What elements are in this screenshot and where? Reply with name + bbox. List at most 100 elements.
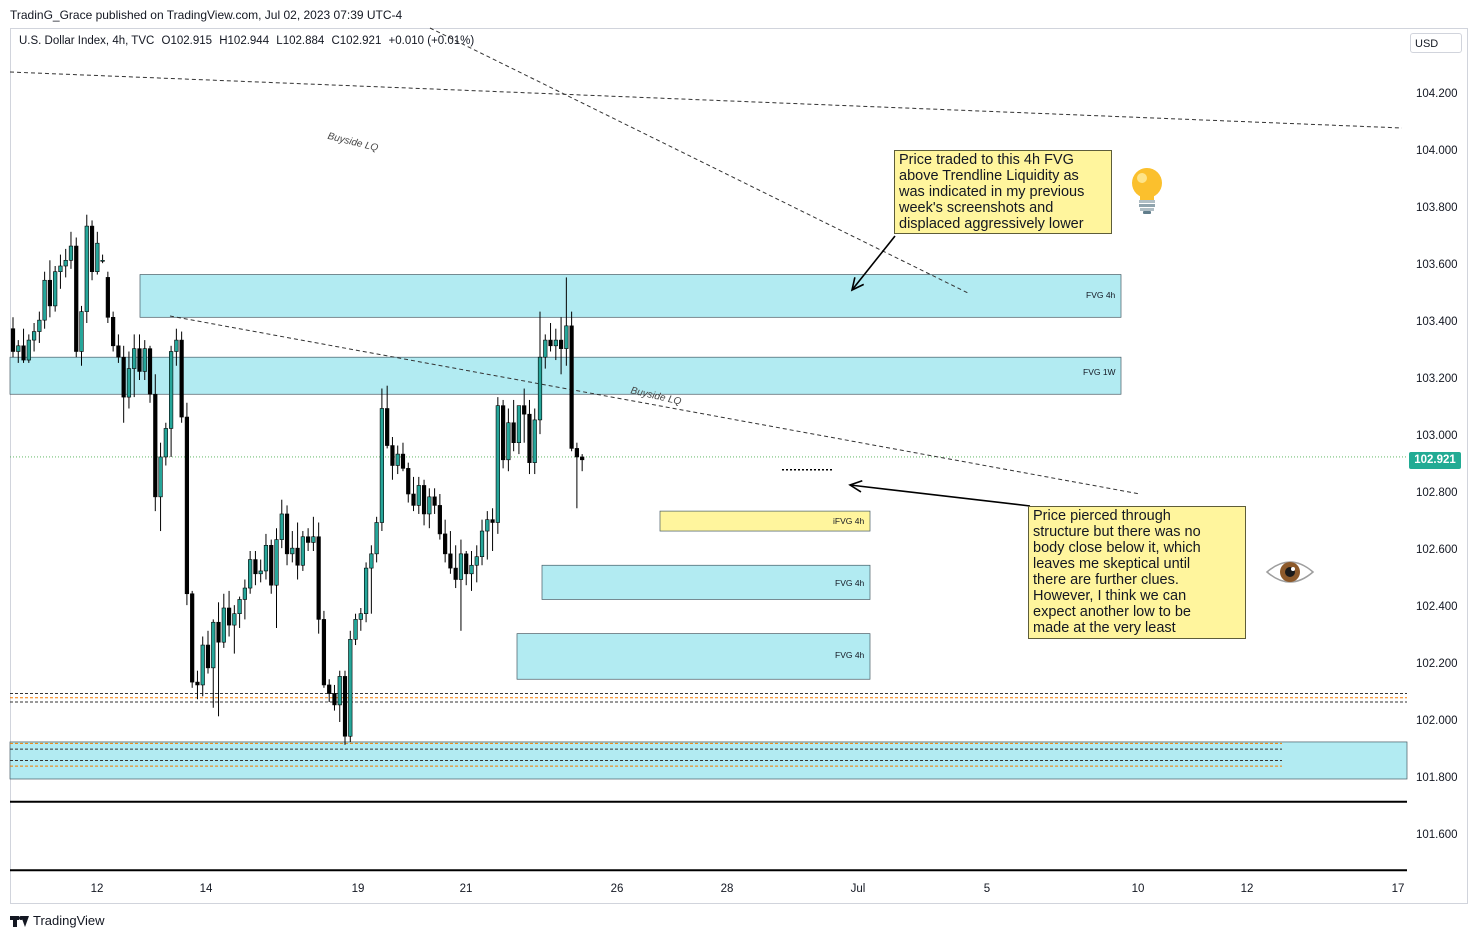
candle[interactable] [363,562,369,623]
candle[interactable] [16,340,21,363]
candle[interactable] [448,531,453,574]
candle[interactable] [501,399,506,469]
candle[interactable] [553,328,558,361]
candle[interactable] [558,317,564,375]
candle[interactable] [327,679,332,703]
candle[interactable] [105,271,110,323]
candle[interactable] [274,528,279,628]
candle[interactable] [348,630,353,742]
candle[interactable] [353,613,358,646]
fvg-zone-2[interactable] [659,510,871,532]
fvg-zone-3[interactable] [541,564,871,600]
candle[interactable] [300,531,305,571]
candle[interactable] [111,311,116,352]
candle[interactable] [216,602,221,717]
candle[interactable] [464,551,469,586]
candle[interactable] [269,539,274,594]
candle[interactable] [516,405,522,455]
candle[interactable] [221,593,226,648]
candle[interactable] [537,311,543,435]
candle[interactable] [443,519,448,563]
candle[interactable] [411,476,416,512]
candle[interactable] [237,596,242,628]
candle[interactable] [205,630,211,674]
candle[interactable] [437,494,442,540]
candle[interactable] [211,619,216,708]
footer-brand[interactable]: TradingView [10,913,105,928]
candle[interactable] [406,462,411,503]
candle[interactable] [427,488,432,529]
candle[interactable] [142,340,147,380]
candle[interactable] [548,323,553,352]
candle[interactable] [321,610,327,688]
candle[interactable] [89,220,95,281]
candle[interactable] [158,442,163,532]
candle[interactable] [400,442,406,472]
arrow-note-bottom[interactable] [848,479,1031,507]
candle[interactable] [153,374,158,512]
candle[interactable] [337,670,342,722]
candle[interactable] [580,454,585,472]
candle[interactable] [416,476,421,514]
fvg-zone-0[interactable] [139,274,1122,318]
candle[interactable] [290,531,295,563]
candle[interactable] [132,334,137,398]
candle[interactable] [495,397,500,534]
candle[interactable] [116,334,121,363]
candle[interactable] [564,277,569,366]
trendline-2[interactable] [169,315,1141,495]
candle[interactable] [379,388,385,532]
candle[interactable] [200,636,205,697]
candle[interactable] [74,237,79,358]
candle[interactable] [10,317,16,358]
candle[interactable] [279,499,284,549]
currency-selector[interactable]: USD [1410,33,1462,53]
candle[interactable] [84,214,89,323]
candle[interactable] [169,345,174,457]
candle[interactable] [21,328,26,363]
candle[interactable] [395,445,400,475]
candle[interactable] [31,323,37,352]
candle[interactable] [506,408,511,472]
candle[interactable] [311,516,316,551]
candle[interactable] [469,551,474,591]
candle[interactable] [306,528,311,551]
candle[interactable] [253,551,258,586]
candle[interactable] [511,399,516,452]
candle[interactable] [316,522,321,634]
candle[interactable] [226,590,232,637]
candle[interactable] [522,388,527,443]
candle[interactable] [42,271,47,329]
candle[interactable] [295,522,300,580]
candle[interactable] [532,408,537,475]
candle[interactable] [126,351,132,409]
symbol-legend[interactable]: U.S. Dollar Index, 4h, TVC O102.915 H102… [19,35,478,47]
candle[interactable] [63,248,68,278]
candle[interactable] [190,590,195,688]
candle[interactable] [195,670,200,700]
candle[interactable] [543,334,548,369]
candle[interactable] [485,511,490,560]
candle[interactable] [527,399,532,475]
candle[interactable] [421,479,427,526]
candle[interactable] [100,254,105,264]
candle[interactable] [374,516,379,563]
candle[interactable] [385,385,390,449]
fvg-zone-4[interactable] [516,633,871,680]
candle[interactable] [147,345,153,403]
candle[interactable] [37,311,42,343]
candle[interactable] [163,422,168,466]
candle[interactable] [453,545,458,589]
candle[interactable] [390,437,395,480]
candle[interactable] [284,505,290,566]
candle[interactable] [474,545,479,583]
candle[interactable] [79,305,84,366]
candle[interactable] [490,508,495,551]
candle[interactable] [137,334,142,380]
note-top[interactable]: Price traded to this 4h FVG above Trendl… [894,150,1112,234]
candle[interactable] [458,539,464,631]
candle[interactable] [179,331,184,423]
candle[interactable] [121,345,126,423]
candle[interactable] [47,260,52,318]
